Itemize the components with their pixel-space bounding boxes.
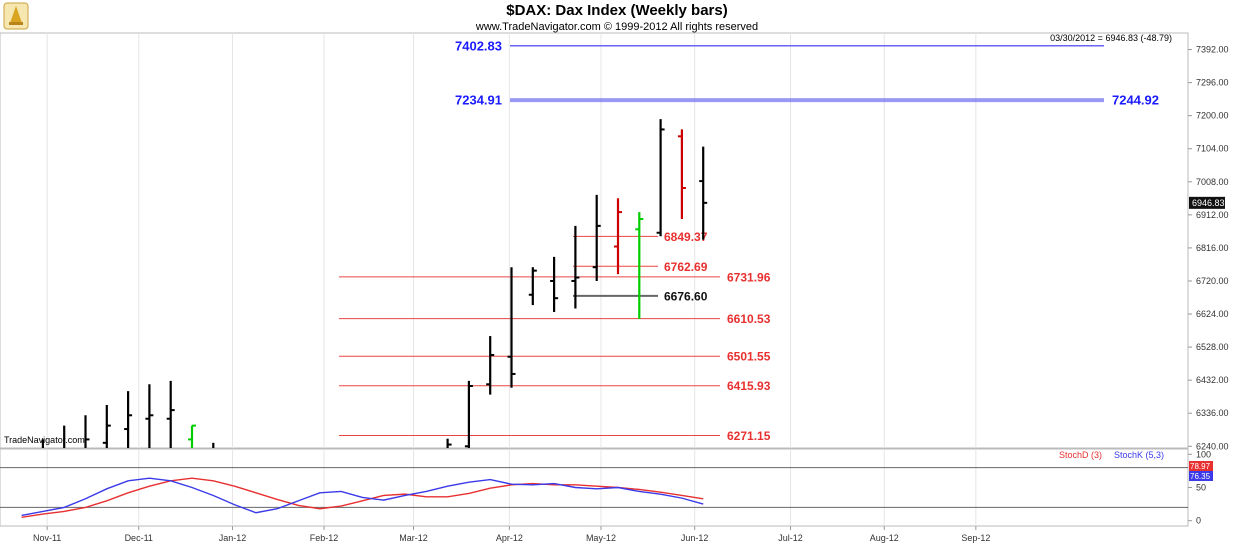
current-price-label: 6946.83 — [1192, 198, 1225, 208]
ohlc-bar — [571, 225, 580, 309]
price-tick-label: 6528.00 — [1196, 342, 1229, 352]
level-label: 7234.91 — [455, 93, 502, 108]
price-tick-label: 6624.00 — [1196, 309, 1229, 319]
watermark-text: TradeNavigator.com — [4, 435, 85, 445]
stochk-value-label: 76.35 — [1190, 472, 1211, 481]
level-label: 6415.93 — [727, 379, 771, 393]
ohlc-bar — [41, 439, 45, 448]
date-tick-label: Sep-12 — [961, 533, 990, 543]
level-label: 7402.83 — [455, 38, 502, 53]
level-label: 6271.15 — [727, 429, 771, 443]
stoch-tick-label: 0 — [1196, 516, 1201, 526]
ohlc-bar — [677, 129, 686, 219]
ohlc-bars — [18, 119, 708, 548]
ohlc-bar — [84, 415, 90, 448]
stochastic-guides — [0, 467, 1188, 508]
ohlc-bar — [592, 194, 601, 281]
ohlc-bar — [124, 391, 133, 448]
price-tick-label: 6720.00 — [1196, 276, 1229, 286]
date-tick-label: Jun-12 — [681, 533, 709, 543]
price-tick-label: 7200.00 — [1196, 111, 1229, 121]
stochd-value-label: 78.97 — [1190, 462, 1211, 471]
date-tick-label: Jan-12 — [219, 533, 247, 543]
date-tick-label: Mar-12 — [399, 533, 428, 543]
date-tick-label: Feb-12 — [310, 533, 339, 543]
chart-subtitle: www.TradeNavigator.com © 1999-2012 All r… — [475, 21, 758, 33]
ohlc-bar — [656, 119, 665, 237]
level-label: 6762.69 — [664, 260, 708, 274]
level-label: 6731.96 — [727, 270, 771, 284]
date-axis: Oct-11Nov-11Dec-11Jan-12Feb-12Mar-12Apr-… — [33, 526, 990, 543]
date-tick-label: Apr-12 — [496, 533, 523, 543]
ohlc-bar — [614, 198, 622, 275]
current-price-tag — [1189, 196, 1225, 209]
ohlc-bar — [699, 146, 708, 240]
stoch-legend-k: StochK (5,3) — [1114, 450, 1164, 460]
ohlc-bar — [188, 424, 196, 448]
date-tick-label: May-12 — [586, 533, 616, 543]
stoch-tick-label: 50 — [1196, 483, 1206, 493]
price-tick-label: 7104.00 — [1196, 144, 1229, 154]
stoch-series-line — [21, 477, 704, 519]
ohlc-bar — [464, 380, 473, 448]
level-label: 6610.53 — [727, 312, 771, 326]
support-resistance-levels: 7402.83 7244.92 7234.91 6849.37 6762.69 6731.… — [339, 38, 1159, 443]
date-tick-label: Nov-11 — [33, 533, 61, 543]
ohlc-bar — [401, 477, 409, 522]
stochastic-panel-frame — [0, 448, 1189, 527]
stochk-value-tag — [1189, 471, 1213, 481]
ohlc-bar — [212, 442, 215, 448]
ohlc-bar — [358, 498, 366, 548]
ohlc-bar — [486, 336, 495, 395]
ohlc-bar — [273, 484, 281, 536]
price-tick-label: 7296.00 — [1196, 78, 1229, 88]
level-label: 6676.60 — [664, 289, 708, 303]
ohlc-bar — [635, 212, 644, 319]
ohlc-bar — [316, 477, 324, 525]
stoch-series-line — [21, 477, 704, 517]
ohlc-bar — [102, 404, 111, 448]
stoch-legend-d: StochD (3) — [1059, 450, 1102, 460]
ohlc-bar — [550, 256, 559, 312]
stochastic-vertical-grid — [46, 449, 977, 526]
date-tick-label: Aug-12 — [870, 533, 899, 543]
ohlc-bar — [446, 438, 452, 448]
level-label: 7244.92 — [1112, 93, 1159, 108]
price-panel-frame — [0, 32, 1189, 449]
stochd-value-tag — [1189, 461, 1213, 471]
ohlc-bar — [166, 380, 175, 448]
date-tick-label: Jul-12 — [778, 533, 803, 543]
stochastic-legend: StochD (3) StochK (5,3) — [1059, 450, 1164, 460]
price-tick-label: 6912.00 — [1196, 210, 1229, 220]
price-tick-label: 6336.00 — [1196, 408, 1229, 418]
stoch-tick-label: 100 — [1196, 449, 1211, 459]
ohlc-bar — [145, 384, 154, 448]
price-axis: 7392.00 7296.00 7200.00 7104.00 7008.00 6912.… — [1188, 45, 1229, 451]
ohlc-bar — [507, 267, 516, 388]
level-label: 6501.55 — [727, 350, 771, 364]
price-tick-label: 7392.00 — [1196, 45, 1229, 55]
chart-title: $DAX: Dax Index (Weekly bars) — [506, 2, 727, 19]
date-tick-label: Dec-11 — [125, 533, 153, 543]
price-tick-label: 6240.00 — [1196, 441, 1229, 451]
level-label: 6849.37 — [664, 230, 708, 244]
last-quote-text: 03/30/2012 = 6946.83 (-48.79) — [1050, 33, 1172, 43]
price-tick-label: 6816.00 — [1196, 243, 1229, 253]
price-tick-label: 7008.00 — [1196, 177, 1229, 187]
price-tick-label: 6432.00 — [1196, 375, 1229, 385]
ohlc-bar — [528, 267, 537, 306]
ohlc-bar — [63, 425, 66, 448]
stochastic-lines — [21, 477, 704, 519]
logo-icon — [3, 2, 29, 30]
ohlc-bar — [18, 460, 26, 525]
